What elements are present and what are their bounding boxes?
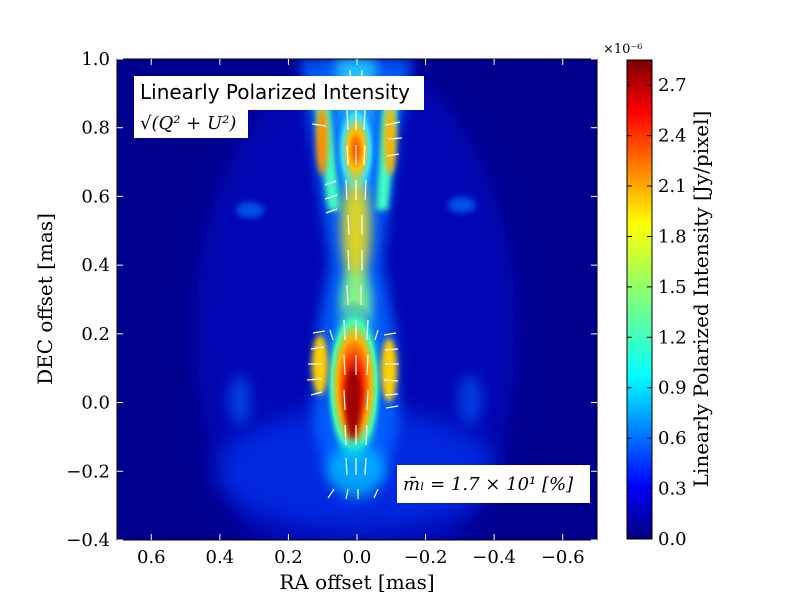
x-tick-label: −0.2 <box>404 547 448 568</box>
polarization-annotation: m̄ₗ = 1.7 × 10¹ [%] <box>397 465 590 503</box>
y-axis-label: DEC offset [mas] <box>33 213 57 385</box>
colorbar-tick-label: 2.4 <box>658 126 687 147</box>
colorbar-gradient <box>626 59 653 540</box>
colorbar-tick-label: 0.0 <box>658 529 687 550</box>
annotation-text: m̄ₗ = 1.7 × 10¹ [%] <box>403 474 574 495</box>
x-tick-label: −0.6 <box>541 547 585 568</box>
colorbar-tick-label: 1.2 <box>658 327 687 348</box>
x-tick-label: 0.2 <box>274 547 303 568</box>
evpa-ticks <box>306 69 403 500</box>
colorbar-tick-label: 0.6 <box>658 428 687 449</box>
colorbar-tick-label: 1.5 <box>658 277 687 298</box>
x-axis-label: RA offset [mas] <box>279 570 434 594</box>
colorbar: 0.0 0.3 0.6 0.9 1.2 1.5 1.8 2.1 2.4 2.7 ×10⁻⁶ Lin… <box>603 42 713 550</box>
y-tick-label: 0.8 <box>81 118 110 139</box>
colorbar-tick-label: 0.3 <box>658 479 687 500</box>
chart-subtitle: √(Q² + U²) <box>140 113 236 134</box>
y-tick-label: 0.4 <box>81 255 110 276</box>
colorbar-ticks: 0.0 0.3 0.6 0.9 1.2 1.5 1.8 2.1 2.4 2.7 <box>627 75 687 550</box>
colorbar-tick-label: 2.1 <box>658 176 687 197</box>
y-tick-label: 0.0 <box>81 393 110 414</box>
y-axis: 1.0 0.8 0.6 0.4 0.2 0.0 −0.2 −0.4 <box>66 49 597 551</box>
y-tick-label: 0.6 <box>81 186 110 207</box>
colorbar-label: Linearly Polarized Intensity [Jy/pixel] <box>689 111 713 488</box>
x-axis: 0.6 0.4 0.2 0.0 −0.2 −0.4 −0.6 <box>137 59 585 568</box>
y-tick-label: 0.2 <box>81 324 110 345</box>
colorbar-tick-label: 1.8 <box>658 226 687 247</box>
x-tick-label: −0.4 <box>472 547 516 568</box>
colorbar-tick-label: 0.9 <box>658 378 687 399</box>
colorbar-tick-label: 2.7 <box>658 75 687 96</box>
x-tick-label: 0.6 <box>137 547 166 568</box>
heatmap-image <box>117 59 597 540</box>
y-tick-label: −0.4 <box>66 530 110 551</box>
colorbar-multiplier: ×10⁻⁶ <box>603 42 643 57</box>
x-tick-label: 0.4 <box>206 547 235 568</box>
x-tick-label: 0.0 <box>343 547 372 568</box>
chart-title: Linearly Polarized Intensity <box>140 80 410 104</box>
y-tick-label: 1.0 <box>81 49 110 70</box>
y-tick-label: −0.2 <box>66 461 110 482</box>
title-box: Linearly Polarized Intensity √(Q² + U²) <box>134 76 424 138</box>
